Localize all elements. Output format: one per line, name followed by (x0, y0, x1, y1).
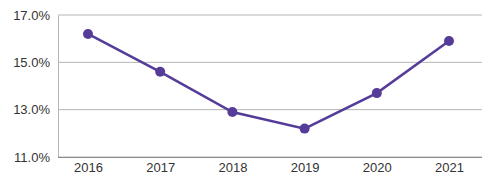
marker (227, 107, 237, 117)
x-tick: 2021 (435, 157, 464, 175)
line (88, 34, 449, 129)
grid-line (58, 15, 482, 16)
x-axis: 2016 2017 2018 2019 2020 2021 (58, 157, 482, 175)
x-tick-label: 2021 (435, 160, 464, 175)
x-tick-label: 2017 (146, 160, 175, 175)
y-tick-label: 13.0% (13, 102, 50, 117)
x-tick: 2019 (291, 157, 320, 175)
x-tick: 2017 (146, 157, 175, 175)
grid-line (58, 109, 482, 110)
y-tick-label: 11.0% (14, 150, 50, 165)
x-tick-label: 2018 (218, 160, 247, 175)
y-tick: 11.0% (14, 150, 58, 165)
grid (58, 15, 482, 157)
x-tick: 2016 (74, 157, 103, 175)
y-axis-line (58, 16, 59, 158)
x-axis-line (58, 157, 482, 158)
x-tick-label: 2019 (291, 160, 320, 175)
marker (300, 124, 310, 134)
grid-line (58, 157, 482, 158)
y-tick: 13.0% (13, 102, 58, 117)
marker (83, 29, 93, 39)
marker (444, 36, 454, 46)
chart: 11.0% 13.0% 15.0% 17.0% 2016 2017 2018 2019 2020… (0, 0, 489, 176)
y-tick-label: 15.0% (13, 55, 50, 70)
marker (155, 67, 165, 77)
x-tick: 2018 (218, 157, 247, 175)
y-tick: 17.0% (13, 8, 58, 23)
x-tick-label: 2016 (74, 160, 103, 175)
marker (372, 88, 382, 98)
y-tick: 15.0% (13, 55, 58, 70)
y-tick-label: 17.0% (13, 8, 50, 23)
x-tick: 2020 (363, 157, 392, 175)
y-axis: 11.0% 13.0% 15.0% 17.0% (13, 8, 58, 165)
x-tick-label: 2020 (363, 160, 392, 175)
plot-area (83, 29, 454, 134)
